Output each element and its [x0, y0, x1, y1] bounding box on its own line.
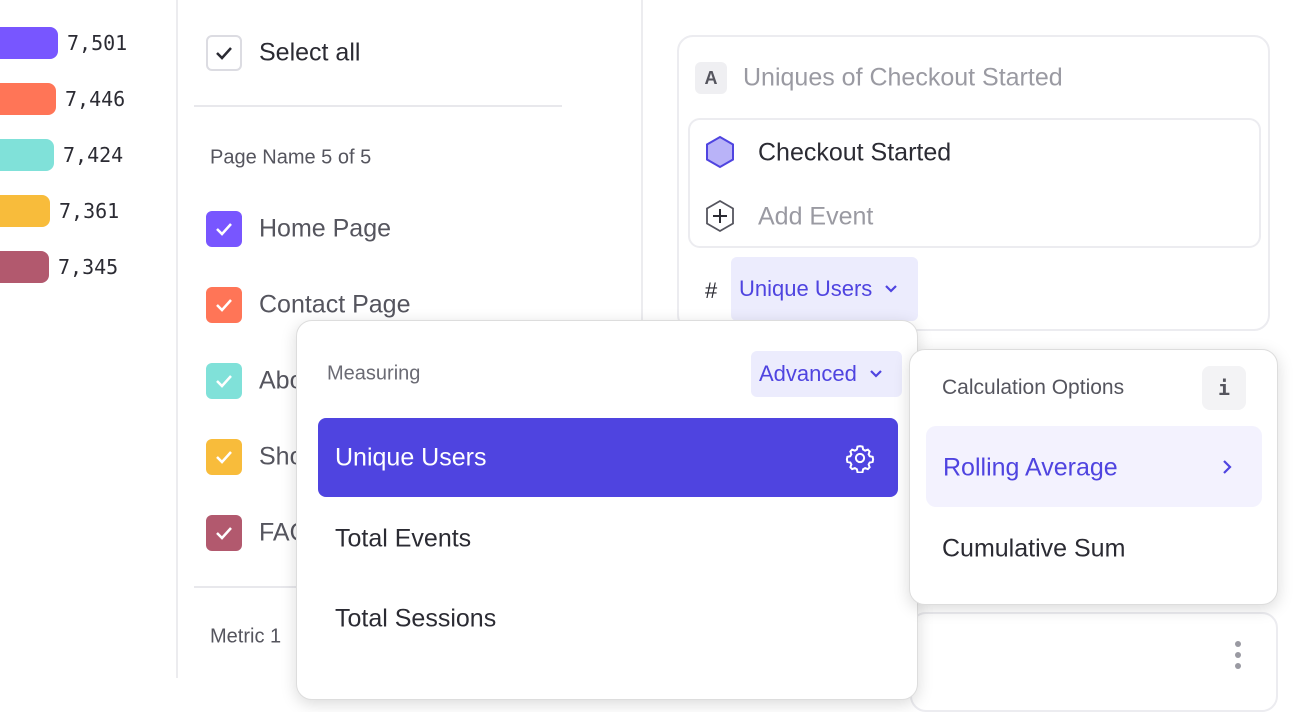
chevron-down-icon [870, 370, 882, 378]
option-label: Rolling Average [943, 453, 1118, 482]
add-event-icon[interactable] [704, 199, 736, 233]
option-label: Unique Users [335, 443, 487, 472]
legend-value: 7,345 [58, 255, 119, 279]
option-total-sessions[interactable]: Total Sessions [335, 604, 497, 633]
legend-bar [0, 251, 49, 283]
legend-value: 7,361 [59, 199, 120, 223]
check-icon [216, 375, 232, 388]
metric-title[interactable]: Uniques of Checkout Started [743, 63, 1063, 92]
group-title: Page Name 5 of 5 [210, 146, 372, 169]
checkbox-contact-page[interactable] [206, 287, 242, 323]
hexagon-event-icon [706, 135, 734, 169]
checkbox-home-page[interactable] [206, 211, 242, 247]
info-button[interactable]: i [1202, 366, 1246, 410]
calc-title: Calculation Options [942, 376, 1125, 399]
advanced-label: Advanced [759, 361, 857, 386]
legend-value: 7,424 [63, 143, 124, 167]
check-icon [216, 299, 232, 312]
checkbox-faq[interactable] [206, 515, 242, 551]
legend-bar [0, 195, 50, 227]
check-icon [216, 223, 232, 236]
divider [176, 0, 178, 678]
select-all-checkbox[interactable] [206, 35, 242, 71]
option-rolling-average[interactable]: Rolling Average [926, 426, 1262, 507]
add-event-button[interactable]: Add Event [758, 202, 874, 231]
measuring-menu: Measuring Advanced Unique Users Total Ev… [296, 320, 918, 700]
divider [194, 105, 562, 107]
measure-dropdown[interactable]: Unique Users [731, 257, 918, 321]
hash-symbol: # [705, 278, 718, 303]
event-box: Checkout Started Add Event [688, 118, 1261, 248]
measuring-title: Measuring [327, 362, 421, 385]
metric-card: A Uniques of Checkout Started Checkout S… [677, 35, 1270, 331]
measure-dropdown-label: Unique Users [739, 276, 873, 301]
legend-value: 7,501 [67, 31, 128, 55]
legend-bar [0, 139, 54, 171]
option-total-events[interactable]: Total Events [335, 524, 472, 553]
calculation-options-menu: Calculation Options i Rolling Average Cu… [909, 349, 1278, 605]
metric-card-2 [910, 612, 1278, 712]
gear-icon[interactable] [845, 443, 875, 473]
checkbox-item-3[interactable] [206, 363, 242, 399]
filter-item-label: Home Page [259, 214, 392, 243]
check-icon [216, 47, 232, 60]
check-icon [216, 527, 232, 540]
filter-item-label: Contact Page [259, 290, 411, 319]
legend-bar [0, 27, 58, 59]
event-name[interactable]: Checkout Started [758, 138, 952, 167]
checkbox-item-4[interactable] [206, 439, 242, 475]
option-cumulative-sum[interactable]: Cumulative Sum [942, 534, 1126, 563]
chevron-right-icon [1223, 460, 1232, 474]
chevron-down-icon [885, 285, 898, 293]
check-icon [216, 451, 232, 464]
select-all-label: Select all [259, 38, 361, 67]
advanced-dropdown[interactable]: Advanced [751, 351, 902, 397]
metric-badge: A [695, 62, 727, 94]
legend-value: 7,446 [65, 87, 126, 111]
legend-bar [0, 83, 56, 115]
metric-label: Metric 1 [210, 625, 282, 648]
kebab-menu-icon[interactable] [1234, 640, 1242, 670]
option-unique-users[interactable]: Unique Users [318, 418, 898, 497]
